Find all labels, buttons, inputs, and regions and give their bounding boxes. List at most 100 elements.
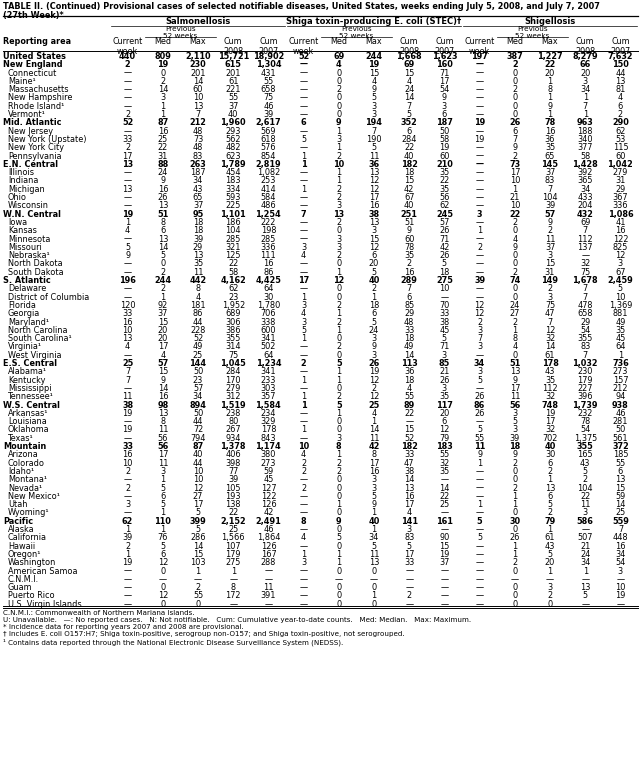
Text: 0: 0: [512, 251, 517, 260]
Text: 31: 31: [615, 176, 626, 185]
Text: 1: 1: [336, 550, 342, 559]
Text: 18,902: 18,902: [253, 52, 284, 61]
Text: 2: 2: [125, 143, 130, 152]
Text: 433: 433: [578, 193, 593, 202]
Text: 809: 809: [154, 52, 171, 61]
Text: 1: 1: [371, 509, 377, 518]
Text: 1,952: 1,952: [222, 301, 245, 310]
Text: 0: 0: [512, 566, 517, 575]
Text: 367: 367: [613, 193, 628, 202]
Text: 6: 6: [547, 459, 553, 468]
Text: 5: 5: [512, 417, 517, 426]
Text: 52: 52: [298, 52, 309, 61]
Text: Kentucky: Kentucky: [8, 375, 46, 385]
Text: 336: 336: [261, 243, 276, 252]
Text: Massachusetts: Massachusetts: [8, 86, 69, 94]
Text: —: —: [476, 69, 484, 78]
Text: —: —: [476, 260, 484, 269]
Text: —: —: [124, 492, 131, 501]
Text: S. Atlantic: S. Atlantic: [3, 276, 51, 285]
Text: 150: 150: [612, 61, 629, 70]
Text: 18: 18: [193, 226, 203, 235]
Text: Kansas: Kansas: [8, 226, 37, 235]
Text: Minnesota: Minnesota: [8, 235, 51, 244]
Text: Virginia¹: Virginia¹: [8, 342, 42, 351]
Text: 1,584: 1,584: [256, 400, 281, 410]
Text: 9: 9: [547, 218, 553, 227]
Text: 12: 12: [439, 425, 449, 435]
Text: 104: 104: [542, 193, 558, 202]
Text: 1: 1: [125, 525, 130, 534]
Text: 45: 45: [615, 334, 626, 343]
Text: —: —: [299, 367, 308, 376]
Text: 190: 190: [366, 135, 382, 144]
Text: 72: 72: [193, 425, 203, 435]
Text: 2: 2: [337, 251, 342, 260]
Text: 288: 288: [261, 559, 276, 567]
Text: 8: 8: [371, 450, 376, 459]
Text: 7: 7: [583, 350, 588, 360]
Text: —: —: [124, 417, 131, 426]
Text: 34: 34: [369, 534, 379, 543]
Text: 86: 86: [193, 310, 203, 318]
Text: 1: 1: [336, 326, 342, 335]
Text: —: —: [299, 600, 308, 609]
Text: Pacific: Pacific: [3, 517, 33, 526]
Text: 49: 49: [404, 342, 414, 351]
Text: 24: 24: [158, 168, 168, 177]
Text: 1: 1: [583, 110, 588, 119]
Text: —: —: [124, 126, 131, 136]
Text: 37: 37: [193, 201, 203, 210]
Text: 2,617: 2,617: [256, 118, 281, 127]
Text: 120: 120: [120, 301, 135, 310]
Text: 19: 19: [122, 210, 133, 219]
Text: 16: 16: [545, 126, 555, 136]
Text: 289: 289: [401, 276, 418, 285]
Text: 706: 706: [261, 310, 276, 318]
Text: —: —: [124, 384, 131, 393]
Text: 1: 1: [336, 500, 342, 509]
Text: 39: 39: [193, 235, 203, 244]
Text: 40: 40: [404, 151, 414, 160]
Text: 1: 1: [160, 509, 165, 518]
Text: —: —: [476, 417, 484, 426]
Text: 1: 1: [160, 110, 165, 119]
Text: 3: 3: [477, 326, 482, 335]
Text: 35: 35: [615, 326, 626, 335]
Text: 53: 53: [615, 135, 626, 144]
Text: 5: 5: [196, 509, 201, 518]
Text: 48: 48: [404, 318, 414, 326]
Text: 61: 61: [228, 77, 238, 86]
Text: —: —: [124, 268, 131, 277]
Text: 398: 398: [226, 459, 241, 468]
Text: District of Columbia: District of Columbia: [8, 293, 89, 302]
Text: 10: 10: [193, 94, 203, 102]
Text: 55: 55: [615, 459, 626, 468]
Text: 3: 3: [512, 409, 517, 418]
Text: New Jersey: New Jersey: [8, 126, 53, 136]
Text: —: —: [476, 101, 484, 111]
Text: 10: 10: [122, 326, 133, 335]
Text: 19: 19: [157, 61, 169, 70]
Text: 6: 6: [547, 492, 553, 501]
Text: —: —: [124, 600, 131, 609]
Text: 9: 9: [336, 118, 342, 127]
Text: 167: 167: [261, 550, 276, 559]
Text: 179: 179: [226, 550, 241, 559]
Text: Illinois: Illinois: [8, 168, 34, 177]
Text: 0: 0: [337, 384, 342, 393]
Text: 1: 1: [547, 94, 553, 102]
Text: 79: 79: [544, 517, 556, 526]
Text: 5: 5: [160, 251, 165, 260]
Text: 1: 1: [371, 525, 377, 534]
Text: 83: 83: [580, 342, 590, 351]
Text: 5: 5: [196, 525, 201, 534]
Text: 4: 4: [125, 342, 130, 351]
Text: 7: 7: [512, 135, 517, 144]
Text: Previous
52 weeks: Previous 52 weeks: [339, 26, 374, 39]
Text: 1: 1: [583, 94, 588, 102]
Text: 12: 12: [369, 243, 379, 252]
Text: † Includes E. coli O157:H7; Shiga toxin-positive, serogroup non-O157; and Shiga : † Includes E. coli O157:H7; Shiga toxin-…: [3, 631, 404, 637]
Text: 0: 0: [371, 600, 376, 609]
Text: 9: 9: [512, 143, 517, 152]
